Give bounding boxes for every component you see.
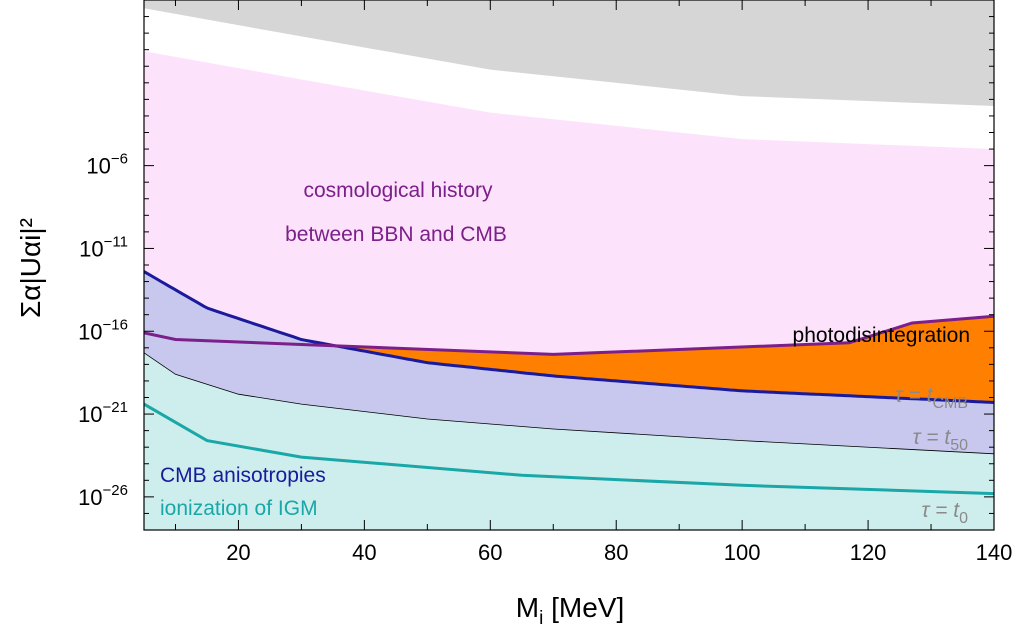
x-tick-label: 140 <box>976 540 1013 565</box>
x-tick-label: 100 <box>724 540 761 565</box>
tau-t50-label: τ = t50 <box>913 426 969 454</box>
y-tick-labels: 10−26 10−21 10−16 10−11 10−6 <box>78 151 128 510</box>
y-tick-label: 10−26 <box>78 482 128 510</box>
excluded-top-area <box>427 0 994 57</box>
tcmb-to-igm-band <box>144 352 994 494</box>
x-tick-label: 20 <box>226 540 250 565</box>
cosmology-boundary-line <box>144 314 994 356</box>
x-tick-labels: 20 40 60 80 100 120 140 <box>226 540 1012 565</box>
cosmology-label-line2: between BBN and CMB <box>285 223 507 246</box>
cosmology-region-area <box>144 51 994 355</box>
y-tick-label: 10−16 <box>78 316 128 344</box>
y-tick-label: 10−21 <box>78 399 128 427</box>
cosmology-label-line1: cosmological history <box>303 179 493 202</box>
x-tick-label: 60 <box>478 540 502 565</box>
igm-ionization-label: ionization of IGM <box>160 497 318 520</box>
tau-tcmb-line <box>144 352 994 455</box>
y-axis-title: Σα|Uαi|² <box>15 218 46 318</box>
igm-ionization-area <box>144 404 994 530</box>
tau-t0-label: τ = t0 <box>921 499 968 527</box>
tau-tcmb-label: τ = tCMB <box>895 384 968 412</box>
cmb-anisotropies-label: CMB anisotropies <box>160 464 326 487</box>
y-tick-label: 10−11 <box>79 233 128 261</box>
photodisintegration-area <box>301 316 994 403</box>
igm-boundary-line <box>144 402 994 496</box>
x-axis-title: Mi [MeV] <box>516 592 624 628</box>
axis-ticks <box>144 0 995 531</box>
photodisintegration-label: photodisintegration <box>793 324 970 347</box>
x-tick-label: 80 <box>604 540 628 565</box>
cmb-boundary-line <box>144 270 994 404</box>
x-tick-label: 120 <box>850 540 887 565</box>
y-tick-label: 10−6 <box>86 151 128 179</box>
x-tick-label: 40 <box>352 540 376 565</box>
